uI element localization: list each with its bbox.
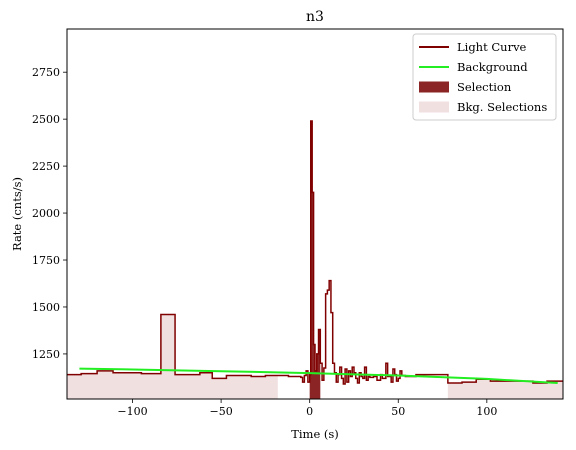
x-tick-label: 0 xyxy=(306,405,313,418)
y-tick-label: 1500 xyxy=(32,301,60,314)
y-tick-label: 2500 xyxy=(32,113,60,126)
bkg-selection-region xyxy=(447,379,563,399)
selection-layer xyxy=(309,121,321,399)
legend-label: Background xyxy=(457,60,528,74)
bkg-selection-layer xyxy=(67,314,563,399)
legend-box xyxy=(412,33,557,121)
legend: Light Curve Background Selection Bkg. Selec… xyxy=(412,33,557,121)
selection-region xyxy=(309,121,321,399)
y-tick-label: 1750 xyxy=(32,254,60,267)
x-tick-label: −50 xyxy=(210,405,233,418)
legend-swatch xyxy=(419,81,449,93)
y-tick-label: 2000 xyxy=(32,207,60,220)
background-fit-series xyxy=(79,367,558,385)
chart-title: n3 xyxy=(306,9,324,25)
plot-frame xyxy=(66,28,564,400)
light-curve-series xyxy=(67,120,563,385)
x-axis-label: Time (s) xyxy=(291,427,339,441)
x-tick-label: 100 xyxy=(476,405,497,418)
y-axis-label: Rate (cnts/s) xyxy=(10,177,24,251)
axis-ticks: −100 −50 0 50 100 1250 1500 1750 2000 2250 2500 275… xyxy=(32,66,497,418)
legend-label: Selection xyxy=(457,80,512,94)
legend-swatch xyxy=(419,101,449,113)
y-tick-label: 1250 xyxy=(32,348,60,361)
y-tick-label: 2750 xyxy=(32,66,60,79)
x-tick-label: 50 xyxy=(391,405,405,418)
legend-label: Light Curve xyxy=(457,40,527,54)
bkg-selection-region xyxy=(67,314,278,399)
legend-label: Bkg. Selections xyxy=(457,100,547,114)
x-tick-label: −100 xyxy=(117,405,147,418)
light-curve-layer xyxy=(67,120,563,385)
y-tick-label: 2250 xyxy=(32,160,60,173)
background-fit-layer xyxy=(79,367,558,385)
